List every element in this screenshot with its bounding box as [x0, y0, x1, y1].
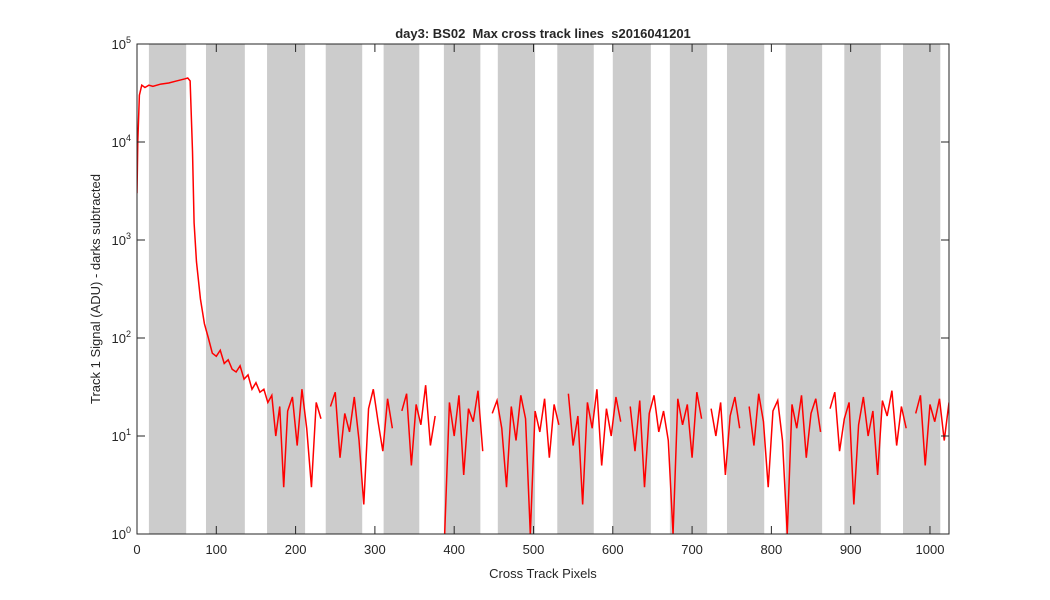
y-tick-exponent: 5 [126, 35, 131, 45]
y-tick-base: 10 [112, 135, 126, 150]
band [205, 44, 245, 534]
axes-box [136, 43, 950, 535]
band [557, 44, 594, 534]
y-tick-label: 102 [112, 329, 131, 346]
x-tick-label: 800 [761, 542, 783, 557]
y-tick-base: 10 [112, 331, 126, 346]
bands [148, 44, 941, 534]
chart-title: day3: BS02 Max cross track lines s201604… [395, 26, 691, 41]
band [785, 44, 823, 534]
band [612, 44, 651, 534]
y-tick-label: 101 [112, 427, 131, 444]
band [383, 44, 420, 534]
band [497, 44, 536, 534]
x-tick-label: 0 [133, 542, 140, 557]
y-tick-label: 104 [112, 133, 131, 150]
y-tick-exponent: 4 [126, 133, 131, 143]
y-tick-base: 10 [112, 37, 126, 52]
x-tick-label: 100 [205, 542, 227, 557]
data-line [137, 77, 949, 534]
y-tick-exponent: 2 [126, 329, 131, 339]
y-tick-label: 105 [112, 35, 131, 52]
band [148, 44, 187, 534]
y-tick-exponent: 1 [126, 427, 131, 437]
y-tick-label: 103 [112, 231, 131, 248]
x-tick-label: 300 [364, 542, 386, 557]
y-axis-label: Track 1 Signal (ADU) - darks subtracted [88, 174, 103, 404]
y-tick-exponent: 0 [126, 525, 131, 535]
band [325, 44, 363, 534]
series [137, 77, 949, 534]
x-axis-label: Cross Track Pixels [489, 566, 597, 581]
x-tick-label: 600 [602, 542, 624, 557]
y-tick-base: 10 [112, 527, 126, 542]
x-tick-label: 700 [681, 542, 703, 557]
y-tick-exponent: 3 [126, 231, 131, 241]
band [903, 44, 941, 534]
y-tick-base: 10 [112, 233, 126, 248]
x-tick-label: 500 [523, 542, 545, 557]
x-tick-label: 900 [840, 542, 862, 557]
y-tick-base: 10 [112, 429, 126, 444]
band [267, 44, 306, 534]
x-tick-label: 200 [285, 542, 307, 557]
y-tick-label: 100 [112, 525, 131, 542]
band [844, 44, 881, 534]
x-tick-label: 400 [443, 542, 465, 557]
band [726, 44, 765, 534]
x-tick-label: 1000 [916, 542, 945, 557]
